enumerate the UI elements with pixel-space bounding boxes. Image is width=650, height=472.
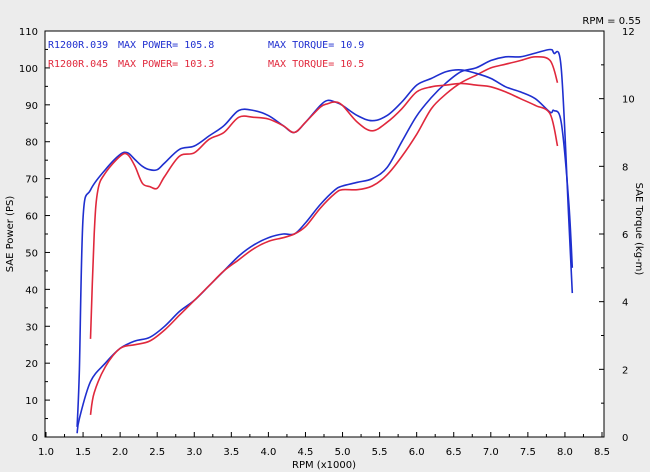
legend-torque-2: MAX TORQUE= 10.5 [268,59,364,70]
y-left-tick-label: 60 [25,212,38,223]
x-tick-label: 4.0 [260,447,276,458]
y-right-tick-label: 10 [622,95,635,106]
y-left-tick-label: 100 [19,64,38,75]
y-right-tick-label: 2 [622,365,628,376]
y-axis-label-left: SAE Power (PS) [5,196,16,273]
y-left-tick-label: 50 [25,248,38,259]
y-right-tick-label: 12 [622,27,635,38]
y-right-tick-label: 6 [622,230,628,241]
y-left-tick-label: 20 [25,359,38,370]
y-left-tick-label: 30 [25,322,38,333]
x-tick-label: 5.5 [372,447,388,458]
x-tick-label: 2.0 [112,447,128,458]
corner-note: RPM = 0.55 [582,16,641,27]
legend: R1200R.039 MAX POWER= 105.8 MAX TORQUE= … [48,40,364,70]
y-left-tick-label: 10 [25,396,38,407]
x-tick-label: 3.0 [186,447,202,458]
x-tick-label: 7.5 [520,447,536,458]
legend-power-1: MAX POWER= 105.8 [118,40,214,51]
x-tick-label: 1.5 [75,447,91,458]
ticks-layer: 1.0 1.5 2.0 2.5 3.0 3.5 4.0 4.5 5.0 5.5 6.0 6.5 7.0 7… [19,27,635,458]
y-right-tick-label: 8 [622,162,628,173]
legend-power-2: MAX POWER= 103.3 [118,59,214,70]
series-line-r1200r-045-torque [89,82,559,339]
series-line-r1200r-045-power [89,55,559,416]
legend-run-1: R1200R.039 [48,40,108,51]
y-left-tick-label: 110 [19,27,38,38]
x-tick-label: 8.0 [557,447,573,458]
y-left-tick-label: 90 [25,101,38,112]
x-axis-label: RPM (x1000) [292,460,356,471]
y-right-tick-label: 0 [622,433,628,444]
series-line-r1200r-039-power [76,48,574,434]
y-left-tick-label: 70 [25,175,38,186]
y-left-tick-label: 40 [25,285,38,296]
y-axis-label-right: SAE Torque (kg-m) [633,183,644,276]
x-tick-label: 1.0 [38,447,54,458]
series-layer [76,48,574,434]
x-tick-label: 4.5 [298,447,314,458]
x-tick-label: 7.0 [483,447,499,458]
y-left-tick-label: 80 [25,138,38,149]
legend-torque-1: MAX TORQUE= 10.9 [268,40,364,51]
x-tick-label: 5.0 [335,447,351,458]
y-left-tick-label: 0 [32,433,38,444]
plot-area [44,30,605,438]
legend-run-2: R1200R.045 [48,59,108,70]
x-tick-label: 3.5 [223,447,239,458]
x-tick-label: 6.0 [409,447,425,458]
x-tick-label: 2.5 [149,447,165,458]
x-tick-label: 6.5 [446,447,462,458]
y-right-tick-label: 4 [622,298,628,309]
x-tick-label: 8.5 [594,447,610,458]
